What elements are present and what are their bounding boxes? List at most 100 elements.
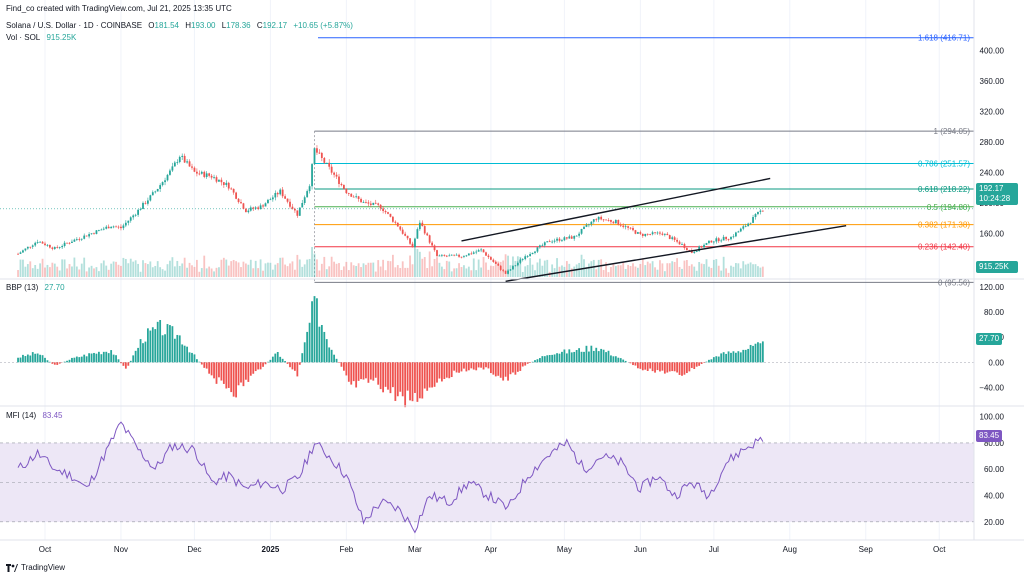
bbp-bar-77 <box>205 362 208 369</box>
bbp-bar-60 <box>164 334 166 363</box>
volume-bar-281 <box>705 259 708 277</box>
bbp-bar-223 <box>563 349 566 363</box>
candle-body-59 <box>161 182 164 186</box>
bbp-bar-92 <box>242 362 245 387</box>
candle-body-187 <box>475 251 478 253</box>
volume-legend[interactable]: Vol · SOL 915.25K <box>6 33 80 42</box>
bbp-bar-271 <box>681 362 683 376</box>
bbp-bar-51 <box>142 343 144 363</box>
bbp-bar-27 <box>83 354 86 363</box>
candle-body-286 <box>717 238 720 242</box>
volume-bar-24 <box>75 266 78 277</box>
volume-bar-48 <box>134 260 137 277</box>
candle-body-203 <box>514 265 517 267</box>
candle-body-29 <box>88 234 90 237</box>
volume-bar-129 <box>333 261 335 277</box>
volume-bar-156 <box>399 267 402 277</box>
volume-bar-248 <box>624 268 627 277</box>
candle-body-43 <box>122 225 125 229</box>
volume-bar-200 <box>507 255 509 277</box>
bbp-bar-211 <box>534 360 536 363</box>
volume-bar-182 <box>463 265 465 277</box>
bbp-bar-25 <box>78 357 81 363</box>
candle-body-297 <box>744 226 747 228</box>
candle-body-141 <box>362 202 365 203</box>
volume-bar-134 <box>345 261 348 277</box>
bbp-bar-218 <box>551 354 554 363</box>
volume-bar-102 <box>267 262 269 277</box>
price-tick-280: 280.00 <box>980 138 1005 147</box>
volume-bar-93 <box>245 263 247 277</box>
bbp-bar-97 <box>254 362 257 372</box>
candle-body-222 <box>561 240 563 242</box>
volume-bar-209 <box>529 258 531 277</box>
volume-bar-146 <box>374 271 377 277</box>
volume-bar-253 <box>637 267 639 277</box>
candle-body-250 <box>629 227 632 229</box>
volume-bar-1 <box>19 259 22 277</box>
trend-lines[interactable] <box>461 177 847 282</box>
candle-body-65 <box>176 162 179 163</box>
candle-body-265 <box>666 233 669 236</box>
candle-body-121 <box>313 148 316 165</box>
candle-body-290 <box>727 239 730 240</box>
bbp-bar-172 <box>438 362 441 379</box>
volume-bar-175 <box>445 260 448 277</box>
bbp-bar-259 <box>651 362 654 372</box>
bbp-bar-129 <box>333 354 335 363</box>
volume-bar-226 <box>570 268 573 277</box>
volume-bar-275 <box>690 264 693 277</box>
bbp-bar-72 <box>193 354 196 363</box>
volume-bar-270 <box>678 266 681 277</box>
bbp-bar-296 <box>742 349 745 363</box>
candle-body-97 <box>254 207 257 209</box>
volume-bar-107 <box>279 257 282 277</box>
candle-body-299 <box>749 222 752 224</box>
volume-bar-243 <box>612 264 615 277</box>
volume-bar-161 <box>411 264 414 277</box>
bbp-bar-247 <box>622 359 625 363</box>
bbp-bar-53 <box>147 328 149 363</box>
bbp-bar-89 <box>235 362 237 398</box>
volume-bar-228 <box>575 264 578 277</box>
bbp-bar-257 <box>646 362 649 371</box>
bbp-bar-45 <box>127 362 130 366</box>
bbp-bar-200 <box>507 362 509 381</box>
x-tick-dec: Dec <box>187 545 201 554</box>
volume-bar-15 <box>53 263 56 277</box>
volume-bar-269 <box>676 258 678 277</box>
pane-separators[interactable] <box>0 0 1024 541</box>
candle-body-257 <box>646 233 649 235</box>
bbp-legend[interactable]: BBP (13) 27.70 <box>6 283 69 292</box>
bbp-bar-32 <box>95 353 98 363</box>
mfi-legend[interactable]: MFI (14) 83.45 <box>6 411 67 420</box>
mfi-band <box>0 442 974 523</box>
candle-body-34 <box>100 229 103 231</box>
volume-bar-147 <box>377 260 380 277</box>
candle-body-11 <box>44 243 46 246</box>
volume-bar-208 <box>526 265 529 277</box>
created-text: Find_co created with TradingView.com, Ju… <box>6 4 232 13</box>
bbp-bar-212 <box>536 359 539 363</box>
candle-body-272 <box>683 244 686 249</box>
volume-bar-304 <box>761 266 764 277</box>
candle-body-67 <box>181 155 184 157</box>
candle-body-185 <box>470 253 473 255</box>
candle-body-142 <box>365 202 367 203</box>
volume-bar-160 <box>409 255 411 277</box>
candle-body-223 <box>563 237 566 241</box>
volume-bar-20 <box>66 268 68 277</box>
volume-bar-201 <box>509 265 512 277</box>
volume-bar-110 <box>286 266 289 277</box>
candle-body-269 <box>676 239 678 242</box>
candle-body-196 <box>497 263 500 266</box>
candle-body-252 <box>634 230 637 234</box>
fib-label-0.786: 0.786 (251.57) <box>918 160 970 169</box>
candle-body-2 <box>22 250 24 253</box>
candle-body-294 <box>737 231 740 233</box>
volume-bar-21 <box>68 264 71 277</box>
volume-bar-273 <box>686 260 688 277</box>
fibonacci-retracement[interactable]: 1.618 (416.71) 1 (294.05) 0.786 (251.57) 0.… <box>0 34 974 288</box>
price-legend[interactable]: Solana / U.S. Dollar · 1D · COINBASE O18… <box>6 21 357 30</box>
